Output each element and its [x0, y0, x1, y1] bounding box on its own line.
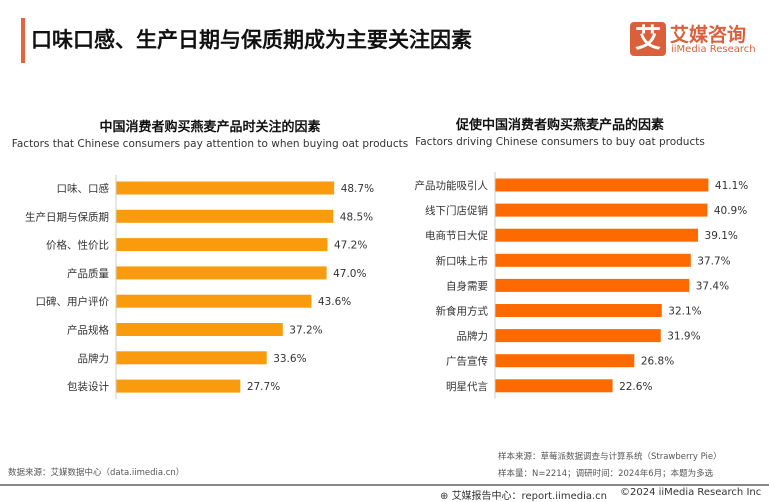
bar — [495, 203, 708, 217]
value-label: 37.7% — [697, 255, 730, 267]
category-label: 电商节日大促 — [425, 229, 488, 242]
footer-divider — [0, 484, 769, 486]
right-chart-title: 促使中国消费者购买燕麦产品的因素 — [455, 118, 664, 133]
category-label: 产品质量 — [67, 267, 109, 280]
category-label: 品牌力 — [457, 330, 489, 343]
value-label: 26.8% — [641, 356, 674, 368]
category-label: 自身需要 — [446, 279, 488, 292]
sample-source: 样本来源：草莓派数据调查与计算系统（Strawberry Pie） — [498, 452, 722, 462]
category-label: 口碑、用户评价 — [36, 295, 110, 308]
right-chart-subtitle: Factors driving Chinese consumers to buy… — [415, 136, 705, 148]
report-center: 艾媒报告中心：report.iimedia.cn — [451, 491, 608, 502]
value-label: 41.1% — [715, 180, 748, 192]
category-label: 产品功能吸引人 — [415, 179, 489, 192]
bar — [495, 304, 662, 317]
bar — [116, 323, 283, 336]
value-label: 22.6% — [619, 381, 652, 393]
left-chart-title: 中国消费者购买燕麦产品时关注的因素 — [99, 120, 321, 135]
value-label: 37.4% — [696, 280, 729, 292]
bar — [116, 266, 327, 280]
value-label: 31.9% — [667, 331, 700, 343]
bar — [116, 209, 334, 223]
value-label: 39.1% — [705, 230, 738, 242]
right-bar-chart: 产品功能吸引人 41.1% 线下门店促销 40.9% 电商节日大促 39.1% 新口味上市 3… — [415, 172, 748, 399]
logo-name-cn: 艾媒咨询 — [670, 24, 747, 46]
value-label: 37.2% — [289, 325, 322, 337]
category-label: 新食用方式 — [436, 305, 489, 318]
bar — [495, 278, 690, 292]
category-label: 产品规格 — [67, 324, 109, 337]
bar — [495, 354, 635, 368]
category-label: 口味、口感 — [57, 182, 110, 195]
left-chart-subtitle: Factors that Chinese consumers pay atten… — [11, 138, 409, 150]
copyright: ©2024 iiMedia Research Inc — [620, 487, 762, 498]
bar — [116, 351, 267, 365]
sample-info: 样本量：N=2214；调研时间：2024年6月；本题为多选 — [498, 469, 714, 479]
bar — [495, 228, 699, 242]
category-label: 明星代言 — [446, 380, 488, 393]
title-accent-bar — [21, 18, 25, 63]
bar — [495, 329, 661, 343]
globe-icon: ⊕ — [440, 491, 452, 502]
value-label: 33.6% — [273, 353, 306, 365]
bar — [116, 294, 312, 308]
value-label: 47.2% — [334, 240, 367, 252]
bar — [116, 238, 328, 252]
value-label: 43.6% — [318, 296, 351, 308]
category-label: 线下门店促销 — [425, 204, 488, 217]
left-bar-chart: 口味、口感 48.7% 生产日期与保质期 48.5% 价格、性价比 47.2% 产品质量 47… — [25, 175, 374, 400]
bar — [495, 379, 613, 393]
value-label: 40.9% — [714, 205, 747, 217]
category-label: 新口味上市 — [436, 254, 489, 267]
data-source: 数据来源：艾媒数据中心（data.iimedia.cn） — [8, 468, 185, 478]
category-label: 生产日期与保质期 — [25, 210, 109, 223]
category-label: 价格、性价比 — [46, 239, 109, 252]
bar — [495, 253, 691, 267]
value-label: 27.7% — [247, 381, 280, 393]
value-label: 47.0% — [333, 268, 366, 280]
value-label: 48.7% — [341, 183, 374, 195]
value-label: 32.1% — [668, 306, 701, 318]
page-title: 口味口感、生产日期与保质期成为主要关注因素 — [31, 28, 472, 52]
bar — [495, 178, 709, 192]
bar — [116, 181, 335, 195]
category-label: 品牌力 — [78, 352, 110, 365]
category-label: 广告宣传 — [446, 355, 488, 368]
logo-mark: 艾 — [630, 22, 666, 56]
category-label: 包装设计 — [67, 380, 109, 393]
bar — [116, 379, 241, 393]
logo-name-en: iiMedia Research — [671, 44, 756, 55]
value-label: 48.5% — [340, 211, 373, 223]
